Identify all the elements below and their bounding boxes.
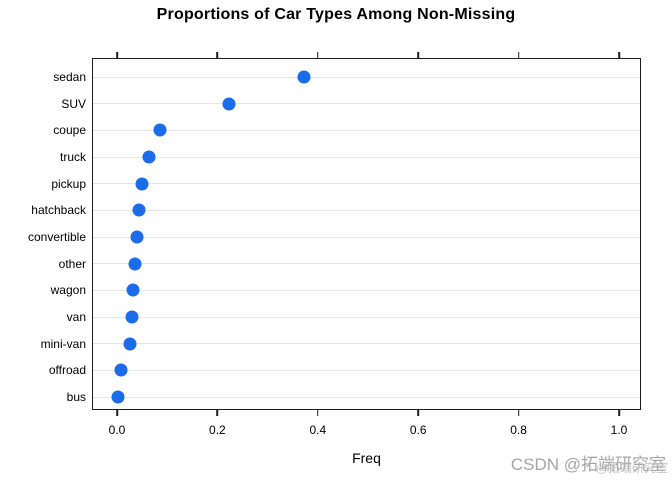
chart-title: Proportions of Car Types Among Non-Missi… [156,6,516,23]
gridline [93,263,640,265]
gridline [93,129,640,131]
x-tick-label: 0.0 [108,423,126,437]
x-axis-tick-bottom [517,410,520,416]
x-axis-tick-top [517,52,520,58]
x-tick-label: 0.8 [510,423,527,437]
x-tick-label: 0.2 [209,423,226,437]
gridline [93,396,640,398]
y-axis-label: convertible [27,230,86,244]
x-axis-tick-bottom [216,410,219,416]
data-point [111,390,125,404]
x-axis-tick-top [417,52,419,58]
data-point [125,310,139,324]
y-axis-label: bus [66,390,86,404]
x-tick-label: 0.4 [309,423,327,437]
x-tick-label: 1.0 [610,423,628,437]
data-point [126,283,140,297]
gridline [93,183,640,185]
gridline [93,236,640,238]
watermark-text: CSDN @拓端研究室 [510,455,666,474]
y-axis-label: offroad [48,363,86,378]
y-axis-label: wagon [50,283,86,298]
x-axis-title: Freq [352,450,381,466]
watermark-ghost-text: @拓端研究室 [595,461,668,475]
data-point [222,97,236,111]
y-axis-label: truck [59,150,86,164]
csdn-watermark: CSDN @拓端研究室 @拓端研究室 [510,450,668,475]
gridline [93,316,640,318]
y-axis-label: other [58,256,86,271]
data-point [114,363,127,377]
gridline [93,103,640,105]
y-axis-label: hatchback [31,203,86,218]
data-point [153,123,167,137]
y-axis-label: coupe [53,123,86,138]
gridline [93,289,640,291]
x-axis-tick-top [317,52,319,58]
gridline [93,209,640,211]
data-point [128,257,142,271]
data-point [142,150,156,164]
x-tick-label: 0.6 [409,423,427,437]
y-axis-label: mini-van [40,336,86,351]
x-axis-tick-top [216,52,219,58]
x-axis-tick-bottom [618,410,620,416]
x-axis-tick-bottom [417,410,419,416]
data-point [135,177,149,191]
gridline [93,76,640,78]
y-axis-label: pickup [51,176,86,191]
x-axis-tick-bottom [317,410,319,416]
gridline [93,156,640,158]
data-point [123,337,137,351]
y-axis-label: van [66,310,86,324]
x-axis-tick-top [116,52,118,58]
data-point [130,230,144,244]
x-axis-tick-top [618,52,620,58]
data-point [132,203,146,217]
y-axis-label: SUV [61,96,86,111]
gridline [93,343,640,345]
plot-area [92,58,641,410]
x-axis-tick-bottom [116,410,118,416]
data-point [297,70,311,84]
gridline [93,369,640,371]
y-axis-label: sedan [53,70,86,84]
